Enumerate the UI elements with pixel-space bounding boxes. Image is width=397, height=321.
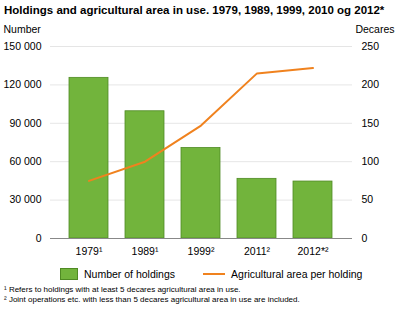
svg-text:90 000: 90 000 — [9, 117, 41, 129]
svg-text:250: 250 — [362, 40, 380, 52]
svg-text:100: 100 — [362, 155, 380, 167]
html-text:¹ Refers to holdings with at l: ¹ Refers to holdings with at least 5 dec… — [4, 285, 241, 294]
svg-text:150: 150 — [362, 117, 380, 129]
svg-text:2011²: 2011² — [244, 245, 271, 257]
html-text:² Joint operations etc. with l: ² Joint operations etc. with less than 5… — [4, 295, 300, 304]
svg-text:30 000: 30 000 — [9, 193, 41, 205]
svg-text:200: 200 — [362, 78, 380, 90]
svg-text:0: 0 — [362, 232, 368, 244]
svg-text:0: 0 — [36, 232, 42, 244]
html-text:Holdings and agricultural area: Holdings and agricultural area in use. 1… — [4, 4, 385, 16]
svg-text:60 000: 60 000 — [9, 155, 41, 167]
svg-text:1999²: 1999² — [188, 245, 215, 257]
svg-text:1979¹: 1979¹ — [76, 245, 103, 257]
svg-text:2012*²: 2012*² — [298, 245, 329, 257]
svg-text:150 000: 150 000 — [4, 40, 42, 52]
html-text:Number of holdings: Number of holdings — [84, 268, 176, 280]
svg-text:120 000: 120 000 — [4, 78, 42, 90]
svg-text:1989¹: 1989¹ — [132, 245, 159, 257]
svg-text:Decares: Decares — [355, 23, 394, 35]
svg-text:Number: Number — [4, 23, 42, 35]
html-text:Agricultural area per holding: Agricultural area per holding — [231, 268, 363, 280]
svg-text:50: 50 — [362, 193, 374, 205]
